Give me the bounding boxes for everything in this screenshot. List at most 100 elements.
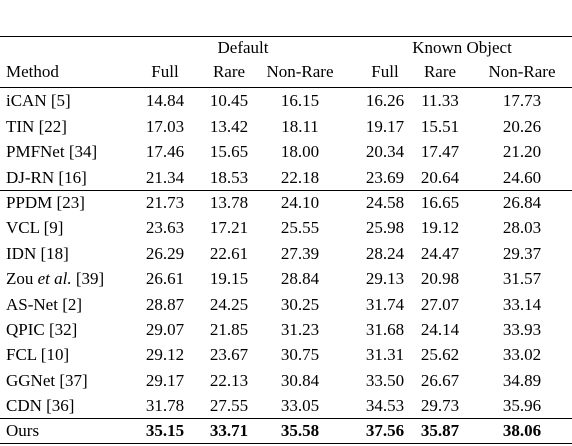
- cell: 33.02: [502, 345, 542, 364]
- cell: 25.62: [420, 345, 460, 364]
- method-text: iCAN [5]: [6, 91, 71, 110]
- method-text: et al.: [37, 269, 72, 288]
- method: PPDM [23]: [6, 193, 85, 213]
- method: QPIC [32]: [6, 320, 77, 340]
- cell: 14.84: [145, 91, 185, 110]
- cell: 20.26: [502, 117, 542, 136]
- cell: 21.73: [145, 193, 185, 212]
- column-header: Rare: [212, 62, 246, 81]
- cell: 29.07: [145, 320, 185, 339]
- cell: 38.06: [502, 421, 542, 440]
- cell: 21.85: [209, 320, 249, 339]
- rule: [0, 36, 572, 38]
- method: FCL [10]: [6, 345, 69, 365]
- cell: 29.12: [145, 345, 185, 364]
- column-header: Method: [6, 62, 59, 81]
- cell: 16.26: [365, 91, 405, 110]
- cell: 33.71: [209, 421, 249, 440]
- cell: 17.21: [209, 218, 249, 237]
- cell: 19.17: [365, 117, 405, 136]
- cell: 31.74: [365, 295, 405, 314]
- method: IDN [18]: [6, 244, 69, 264]
- cell: 16.65: [420, 193, 460, 212]
- column-header: Full: [151, 62, 179, 81]
- cell: 24.14: [420, 320, 460, 339]
- cell: 15.51: [420, 117, 460, 136]
- cell: 31.23: [280, 320, 320, 339]
- cell: 18.00: [280, 142, 320, 161]
- method-text: PMFNet [34]: [6, 142, 98, 161]
- cell: 25.55: [280, 218, 320, 237]
- method-text: VCL [9]: [6, 218, 64, 237]
- rule: [0, 190, 572, 191]
- cell: 20.64: [420, 168, 460, 187]
- cell: 28.87: [145, 295, 185, 314]
- cell: 28.24: [365, 244, 405, 263]
- group-header: Known Object: [412, 38, 512, 57]
- method-text: PPDM [23]: [6, 193, 85, 212]
- cell: 18.11: [281, 117, 319, 136]
- group-header: Default: [217, 38, 269, 57]
- cell: 22.61: [209, 244, 249, 263]
- cell: 27.07: [420, 295, 460, 314]
- rule: [0, 87, 572, 88]
- cell: 24.25: [209, 295, 249, 314]
- column-header: Rare: [423, 62, 457, 81]
- cell: 21.20: [502, 142, 542, 161]
- cell: 26.61: [145, 269, 185, 288]
- method-text: FCL [10]: [6, 345, 70, 364]
- cell: 27.55: [209, 396, 249, 415]
- method-text: IDN [18]: [6, 244, 69, 263]
- cell: 33.50: [365, 371, 405, 390]
- cell: 19.12: [420, 218, 460, 237]
- cell: 22.13: [209, 371, 249, 390]
- method-text: CDN [36]: [6, 396, 75, 415]
- cell: 33.93: [502, 320, 542, 339]
- rule: [0, 418, 572, 419]
- cell: 24.58: [365, 193, 405, 212]
- cell: 23.63: [145, 218, 185, 237]
- method-text: [39]: [75, 269, 105, 288]
- cell: 28.84: [280, 269, 320, 288]
- cell: 23.67: [209, 345, 249, 364]
- cell: 24.47: [420, 244, 460, 263]
- cell: 26.29: [145, 244, 185, 263]
- cell: 23.69: [365, 168, 405, 187]
- column-header: Non-Rare: [266, 62, 334, 81]
- method: Zou et al. [39]: [6, 269, 104, 289]
- cell: 30.25: [280, 295, 320, 314]
- cell: 20.34: [365, 142, 405, 161]
- cell: 30.84: [280, 371, 320, 390]
- method-text: AS-Net [2]: [6, 295, 83, 314]
- cell: 33.14: [502, 295, 542, 314]
- method: Ours: [6, 421, 39, 441]
- cell: 29.13: [365, 269, 405, 288]
- cell: 24.60: [502, 168, 542, 187]
- cell: 35.96: [502, 396, 542, 415]
- cell: 11.33: [421, 91, 459, 110]
- column-header: Full: [371, 62, 399, 81]
- cell: 25.98: [365, 218, 405, 237]
- cell: 18.53: [209, 168, 249, 187]
- cell: 20.98: [420, 269, 460, 288]
- cell: 35.15: [145, 421, 185, 440]
- method: AS-Net [2]: [6, 295, 82, 315]
- cell: 17.46: [145, 142, 185, 161]
- method: GGNet [37]: [6, 371, 88, 391]
- method-text: Zou: [6, 269, 34, 288]
- column-header: Non-Rare: [488, 62, 556, 81]
- cell: 13.78: [209, 193, 249, 212]
- cell: 31.68: [365, 320, 405, 339]
- cell: 26.67: [420, 371, 460, 390]
- method-text: GGNet [37]: [6, 371, 88, 390]
- cell: 37.56: [365, 421, 405, 440]
- cell: 31.57: [502, 269, 542, 288]
- cell: 28.03: [502, 218, 542, 237]
- method-text: Ours: [6, 421, 40, 440]
- cell: 26.84: [502, 193, 542, 212]
- cell: 33.05: [280, 396, 320, 415]
- cell: 16.15: [280, 91, 320, 110]
- cell: 21.34: [145, 168, 185, 187]
- cell: 29.17: [145, 371, 185, 390]
